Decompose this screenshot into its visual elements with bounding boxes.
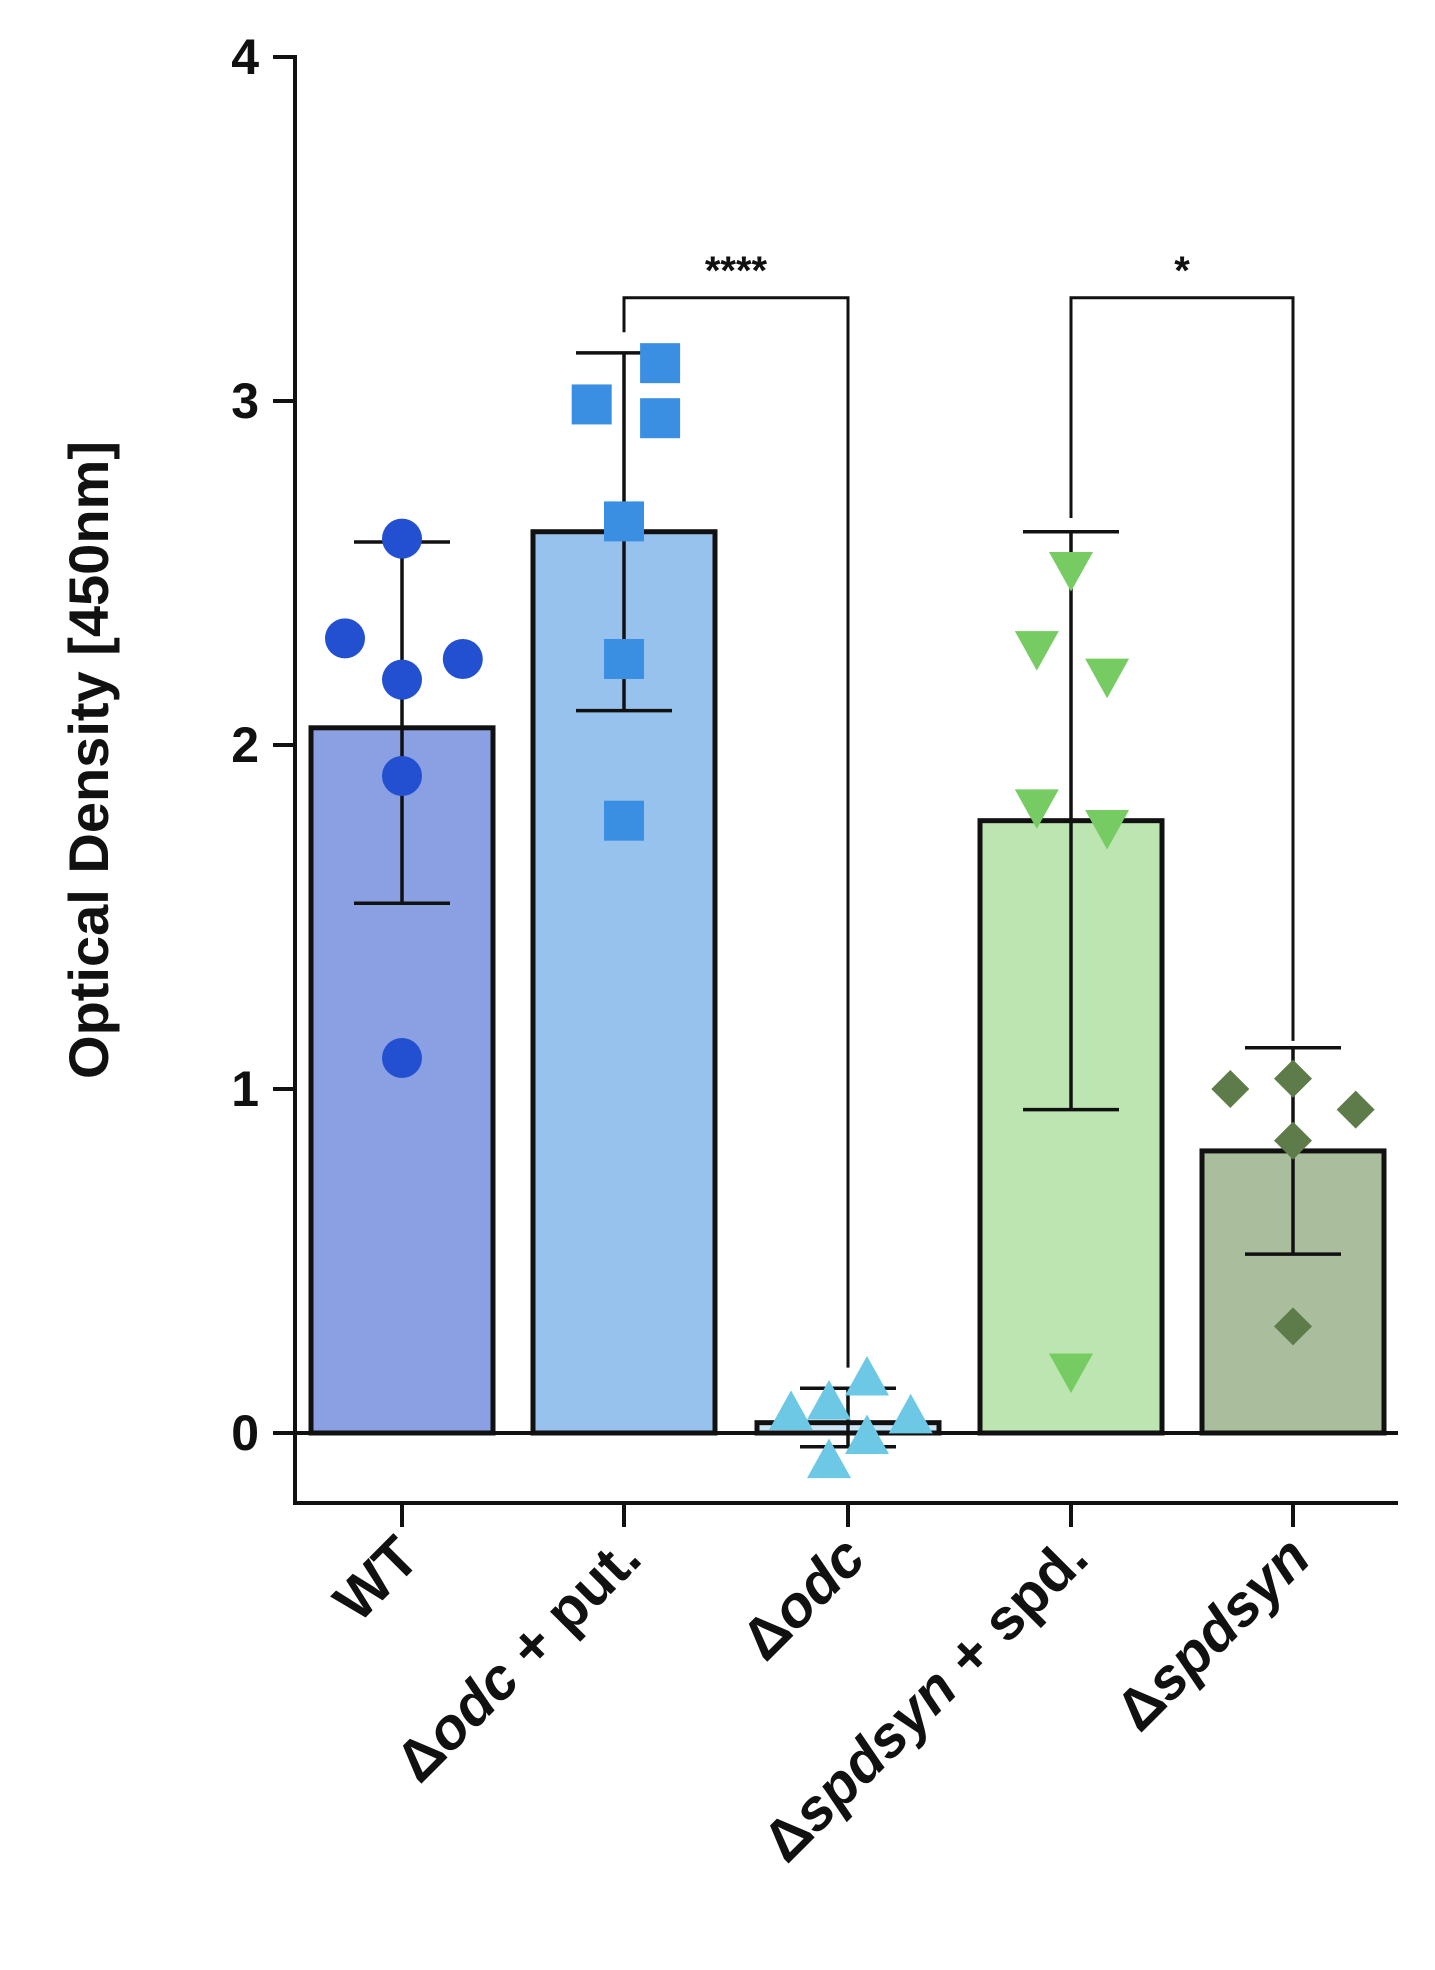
data-point-odc-put-0: [571, 384, 612, 425]
data-point-odc-2: [845, 1355, 889, 1396]
data-point-spdsyn-3: [1274, 1121, 1312, 1160]
data-point-wt-1: [382, 518, 422, 559]
y-tick-label-2: 2: [231, 717, 259, 773]
data-point-spdsyn-spd-4: [1085, 809, 1130, 850]
data-point-spdsyn-1: [1274, 1059, 1312, 1098]
data-point-wt-0: [325, 618, 365, 659]
x-tick-label-wt: WT: [321, 1524, 431, 1634]
data-point-wt-5: [382, 1038, 422, 1079]
x-tick-label-part: WT: [321, 1524, 431, 1634]
x-tick-label-spdsyn: Δspdsyn: [1103, 1524, 1322, 1743]
significance-line: [1069, 296, 1295, 1041]
data-point-odc-put-2: [640, 398, 681, 439]
significance-line: [622, 296, 850, 1368]
data-point-odc-put-3: [604, 501, 644, 542]
y-tick-label-1: 1: [231, 1061, 259, 1117]
significance-label: ****: [705, 249, 768, 293]
data-point-odc-4: [888, 1393, 933, 1434]
error-bar-spdsyn-spd: [1023, 529, 1119, 1112]
x-tick-label-odc: Δodc: [729, 1524, 877, 1672]
y-axis-title: Optical Density [450nm]: [57, 441, 120, 1079]
data-point-odc-put-4: [604, 639, 644, 679]
y-tick-label-0: 0: [231, 1405, 259, 1461]
data-point-odc-put-5: [604, 800, 644, 841]
data-point-odc-0: [769, 1390, 813, 1430]
significance-layer: **** *: [622, 249, 1295, 1368]
data-point-spdsyn-spd-2: [1085, 658, 1130, 699]
data-point-wt-3: [382, 659, 422, 700]
y-tick-label-3: 3: [231, 373, 259, 429]
x-tick-label-part: + spd.: [923, 1524, 1100, 1701]
data-point-wt-2: [442, 639, 483, 679]
data-point-spdsyn-spd-0: [1014, 631, 1059, 671]
x-tick-label-part: spdsyn: [780, 1655, 970, 1845]
data-point-spdsyn-4: [1274, 1307, 1312, 1346]
significance-bracket-0: ****: [622, 249, 850, 1368]
data-point-spdsyn-spd-3: [1014, 789, 1059, 829]
data-point-odc-5: [807, 1438, 851, 1479]
data-point-odc-put-1: [640, 343, 681, 384]
significance-label: *: [1174, 249, 1190, 293]
data-point-wt-4: [382, 755, 422, 796]
significance-bracket-1: *: [1069, 249, 1295, 1041]
data-point-odc-1: [807, 1380, 851, 1420]
data-point-spdsyn-0: [1211, 1070, 1250, 1108]
y-tick-label-4: 4: [231, 29, 259, 85]
data-point-spdsyn-spd-5: [1049, 1353, 1093, 1394]
x-tick-label-part: + put.: [485, 1524, 653, 1692]
data-point-odc-3: [845, 1414, 889, 1455]
x-tick-label-part: spdsyn: [1133, 1524, 1323, 1714]
data-points-layer: [325, 343, 1375, 1479]
data-point-spdsyn-2: [1336, 1090, 1375, 1129]
data-point-spdsyn-spd-1: [1049, 551, 1093, 592]
